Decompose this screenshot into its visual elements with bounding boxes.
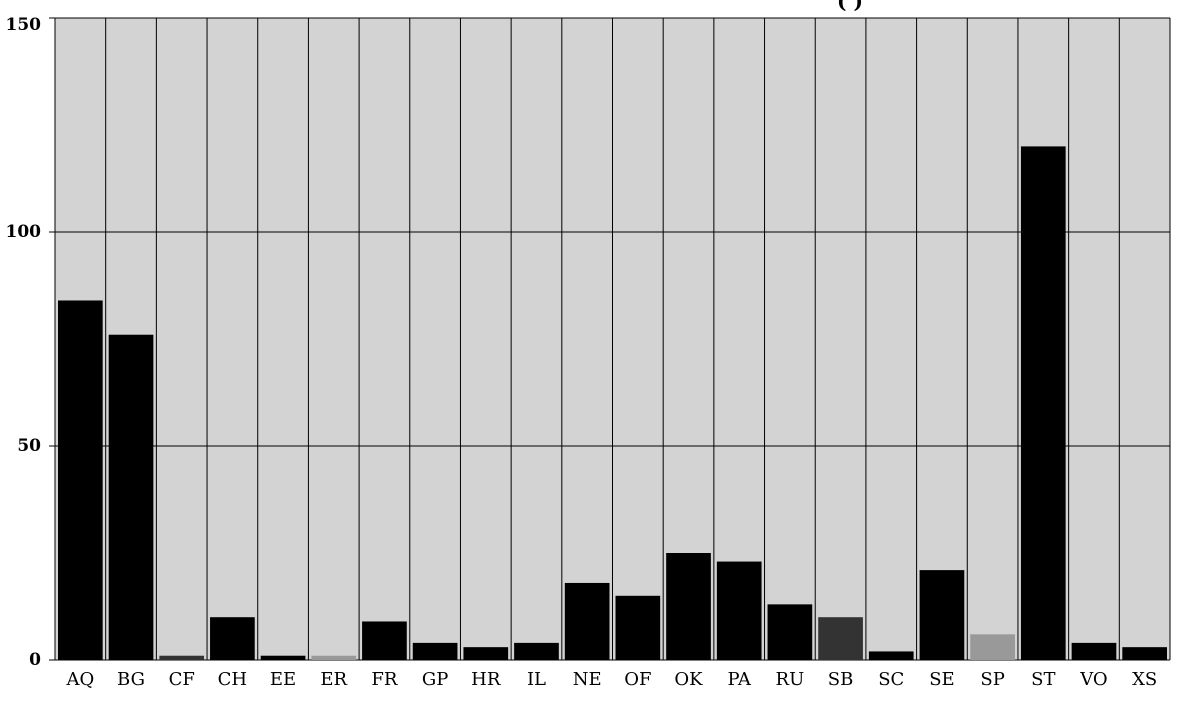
x-tick-label: IL <box>527 669 546 690</box>
x-tick-label: GP <box>422 669 449 690</box>
bar-er <box>311 655 357 660</box>
y-tick-label: 150 <box>6 15 42 35</box>
bar-sb <box>818 617 863 660</box>
grid-layer <box>54 17 1171 661</box>
bar-ru <box>767 604 813 660</box>
x-tick-label: AQ <box>65 669 94 690</box>
bar-se <box>919 570 965 660</box>
x-tick-label: NE <box>573 669 602 690</box>
y-tick-label: 100 <box>6 222 42 242</box>
x-tick-label: PA <box>727 669 751 690</box>
x-axis: AQ BG CF CH EE ER FR GP HR IL NE OF OK PA RU SB SC SE SP ST… <box>65 669 1157 690</box>
x-tick-label: VO <box>1079 669 1107 690</box>
x-tick-label: SE <box>929 669 954 690</box>
x-tick-label: OK <box>674 669 703 690</box>
bar-il <box>514 642 559 660</box>
bar-layer <box>58 146 1167 660</box>
bar-fr <box>362 621 407 660</box>
bar-cf <box>159 655 205 660</box>
x-tick-label: SC <box>878 669 904 690</box>
x-tick-label: SB <box>828 669 854 690</box>
y-axis: 0 50 100 150 <box>6 15 55 670</box>
x-tick-label: OF <box>624 669 651 690</box>
bar-bg <box>108 334 154 660</box>
x-tick-label: CF <box>169 669 195 690</box>
x-tick-label: SP <box>980 669 1004 690</box>
bar-gp <box>412 642 458 660</box>
bar-of <box>615 595 661 660</box>
bar-ne <box>564 582 610 660</box>
bar-aq <box>58 300 103 660</box>
bar-st <box>1020 146 1066 660</box>
bar-hr <box>463 647 509 660</box>
bar-ok <box>666 553 711 660</box>
x-tick-label: EE <box>270 669 296 690</box>
bar-pa <box>716 561 762 660</box>
x-tick-label: ER <box>320 669 347 690</box>
chart-title: ( ) <box>837 0 863 13</box>
bar-ch <box>210 617 255 660</box>
bar-sp <box>970 634 1015 660</box>
x-tick-label: FR <box>371 669 397 690</box>
y-tick-label: 50 <box>17 436 41 456</box>
x-tick-label: BG <box>117 669 145 690</box>
bar-ee <box>260 655 306 660</box>
x-tick-label: RU <box>776 669 805 690</box>
bar-sc <box>868 651 914 660</box>
bar-xs <box>1122 647 1167 660</box>
y-tick-label: 0 <box>29 650 41 670</box>
x-tick-label: ST <box>1031 669 1055 690</box>
bar-vo <box>1071 642 1117 660</box>
x-tick-label: HR <box>471 669 501 690</box>
x-tick-label: CH <box>218 669 247 690</box>
x-tick-label: XS <box>1132 669 1157 690</box>
